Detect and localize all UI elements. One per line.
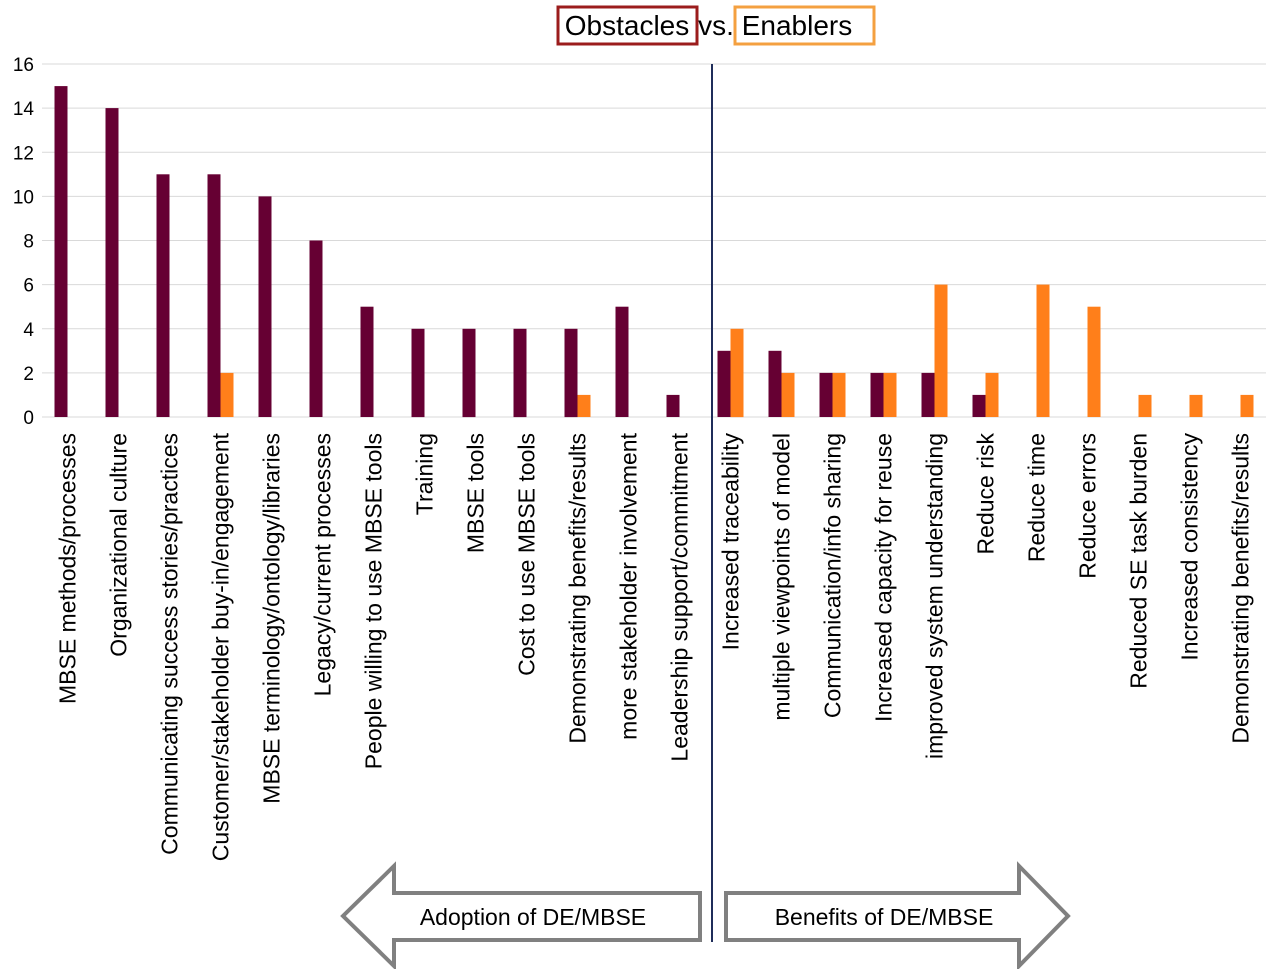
y-tick-label: 6 [23, 276, 34, 297]
x-tick-label: Reduce errors [1075, 433, 1101, 579]
x-tick-label: Organizational culture [106, 433, 132, 657]
chart-title: Obstacles vs. Enablers [556, 5, 876, 46]
y-tick-label: 16 [13, 55, 34, 76]
x-tick-label: Increased consistency [1177, 433, 1203, 661]
title-obstacles: Obstacles [565, 10, 690, 41]
obstacle-bar [258, 196, 272, 417]
adoption-arrow: Adoption of DE/MBSE [340, 861, 702, 969]
obstacle-bar [564, 328, 578, 418]
enablers-title-box [733, 5, 876, 46]
y-tick-label: 0 [23, 408, 34, 429]
y-tick-label: 10 [13, 187, 34, 208]
x-tick-label: Reduce risk [973, 433, 999, 555]
obstacle-bar [615, 306, 629, 417]
obstacle-bar [309, 240, 323, 417]
x-tick-label: improved system understanding [922, 433, 948, 759]
obstacle-bar [921, 372, 935, 417]
title-vs: vs. [698, 10, 734, 41]
enabler-bar [985, 372, 999, 417]
left-arrow-shape [340, 861, 702, 969]
enabler-bar [730, 328, 744, 418]
enabler-bar [577, 394, 591, 417]
x-tick-label: Communication/info sharing [820, 433, 846, 718]
benefits-label: Benefits of DE/MBSE [775, 904, 994, 930]
y-axis: 0 2 4 6 8 10 12 14 16 [13, 55, 35, 429]
x-tick-label: Reduced SE task burden [1126, 433, 1152, 689]
x-axis-labels: MBSE methods/processes Organizational cul… [55, 432, 1254, 861]
x-tick-label: Cost to use MBSE tools [514, 433, 540, 676]
obstacle-bar [666, 394, 680, 417]
enabler-bar [832, 372, 846, 417]
obstacle-bar [360, 306, 374, 417]
enabler-bar [781, 372, 795, 417]
adoption-label: Adoption of DE/MBSE [420, 904, 646, 930]
x-tick-label: Communicating success stories/practices [157, 433, 183, 855]
obstacle-bar [462, 328, 476, 418]
bars [54, 86, 1254, 418]
obstacle-bar [717, 350, 731, 417]
x-tick-label: Reduce time [1024, 433, 1050, 562]
enabler-bar [220, 372, 234, 417]
enabler-bar [1138, 394, 1152, 417]
x-tick-label: Increased capacity for reuse [871, 433, 897, 722]
y-tick-label: 12 [13, 143, 34, 164]
x-tick-label: MBSE methods/processes [55, 433, 81, 704]
obstacle-bar [54, 86, 68, 417]
x-tick-label: Customer/stakeholder buy-in/engagement [208, 432, 234, 861]
enabler-bar [1240, 394, 1254, 417]
obstacles-title-box [556, 5, 699, 46]
right-arrow-shape [724, 861, 1071, 969]
enabler-bar [1036, 284, 1050, 417]
x-tick-label: MBSE terminology/ontology/libraries [259, 433, 285, 804]
y-tick-label: 4 [23, 320, 34, 341]
enabler-bar [1087, 306, 1101, 417]
enabler-bar [883, 372, 897, 417]
obstacle-bar [972, 394, 986, 417]
x-tick-label: Demonstrating benefits/results [1228, 433, 1254, 744]
obstacle-bar [411, 328, 425, 418]
obstacle-bar [156, 174, 170, 417]
y-tick-label: 14 [13, 99, 35, 120]
obstacle-bar [513, 328, 527, 418]
y-tick-label: 8 [23, 232, 34, 253]
x-tick-label: Legacy/current processes [310, 433, 336, 696]
x-tick-label: Leadership support/commitment [667, 432, 693, 761]
obstacle-bar [819, 372, 833, 417]
obstacle-bar [870, 372, 884, 417]
x-tick-label: MBSE tools [463, 433, 489, 553]
x-tick-label: Demonstrating benefits/results [565, 433, 591, 744]
x-tick-label: more stakeholder involvement [616, 432, 642, 739]
x-tick-label: Increased traceability [718, 433, 744, 651]
benefits-arrow: Benefits of DE/MBSE [724, 861, 1071, 969]
title-enablers: Enablers [742, 10, 853, 41]
obstacle-bar [768, 350, 782, 417]
x-tick-label: Training [412, 433, 438, 515]
obstacle-bar [105, 108, 119, 417]
x-tick-label: multiple viewpoints of model [769, 433, 795, 721]
enabler-bar [1189, 394, 1203, 417]
obstacle-bar [207, 174, 221, 417]
x-tick-label: People willing to use MBSE tools [361, 433, 387, 769]
enabler-bar [934, 284, 948, 417]
y-tick-label: 2 [23, 364, 34, 385]
gridlines [42, 63, 1266, 418]
